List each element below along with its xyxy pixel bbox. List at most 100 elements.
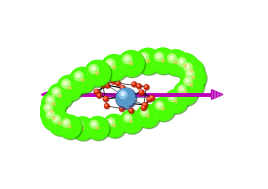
Circle shape [90,120,98,128]
Circle shape [140,108,148,116]
Circle shape [64,121,68,124]
Circle shape [128,102,130,104]
Circle shape [97,94,102,98]
Circle shape [74,71,83,81]
Circle shape [151,49,177,75]
Circle shape [138,106,158,126]
Circle shape [143,102,147,107]
Circle shape [139,90,144,95]
Circle shape [120,95,122,97]
Circle shape [40,100,65,125]
Circle shape [130,62,133,65]
Circle shape [157,54,161,58]
Circle shape [137,105,161,129]
Circle shape [183,67,204,88]
Circle shape [184,92,187,94]
Circle shape [48,98,52,101]
Circle shape [103,56,125,79]
Circle shape [150,96,152,98]
Circle shape [178,85,186,93]
Circle shape [165,91,189,114]
Circle shape [104,116,124,136]
Circle shape [106,83,107,85]
Circle shape [168,54,176,63]
Circle shape [62,119,70,127]
Circle shape [179,59,204,83]
Circle shape [43,107,67,131]
Circle shape [119,90,127,98]
Circle shape [46,110,54,118]
Circle shape [91,67,95,70]
Circle shape [182,66,207,91]
Circle shape [162,108,164,110]
Circle shape [174,54,199,80]
Circle shape [126,116,129,119]
Circle shape [150,96,155,101]
Circle shape [144,85,148,89]
Circle shape [105,83,110,88]
Circle shape [132,82,137,87]
Circle shape [170,95,174,99]
Circle shape [163,50,188,75]
Circle shape [180,87,183,91]
Circle shape [121,112,141,132]
Circle shape [105,83,109,87]
Circle shape [164,51,190,76]
Circle shape [48,84,74,110]
Circle shape [58,76,84,102]
Circle shape [150,48,176,74]
Circle shape [103,96,108,101]
Circle shape [142,106,146,110]
Circle shape [113,124,115,127]
Circle shape [192,76,195,79]
Circle shape [81,127,84,129]
Circle shape [124,114,132,122]
Circle shape [147,97,151,101]
Circle shape [121,86,123,88]
Circle shape [126,94,131,99]
Circle shape [71,117,94,140]
Circle shape [120,94,125,100]
Circle shape [126,94,128,96]
Circle shape [105,104,110,109]
Circle shape [162,59,164,62]
Circle shape [116,81,120,85]
Circle shape [120,107,122,109]
Circle shape [44,103,52,112]
Circle shape [128,101,133,107]
Circle shape [137,85,139,86]
Circle shape [103,114,125,137]
Circle shape [53,117,55,119]
Circle shape [144,85,149,90]
Circle shape [120,94,124,99]
Circle shape [121,86,126,91]
Circle shape [101,55,127,80]
Circle shape [148,98,149,99]
Circle shape [47,84,72,108]
Circle shape [130,120,132,123]
Circle shape [42,92,66,116]
Circle shape [43,108,64,129]
Circle shape [188,71,191,75]
Circle shape [186,79,189,82]
Circle shape [174,100,177,102]
Circle shape [190,70,193,72]
Circle shape [58,94,61,97]
Circle shape [88,118,107,138]
Circle shape [170,56,174,60]
Circle shape [146,60,149,63]
Circle shape [104,97,109,102]
Circle shape [180,60,183,63]
Circle shape [105,104,109,108]
Circle shape [142,106,144,108]
Circle shape [180,74,205,98]
Circle shape [175,83,196,103]
Circle shape [58,115,81,138]
Circle shape [75,121,83,129]
Circle shape [120,107,125,112]
Circle shape [43,93,65,115]
Circle shape [152,98,176,122]
Circle shape [137,84,141,88]
Circle shape [119,51,146,78]
Circle shape [59,116,83,140]
